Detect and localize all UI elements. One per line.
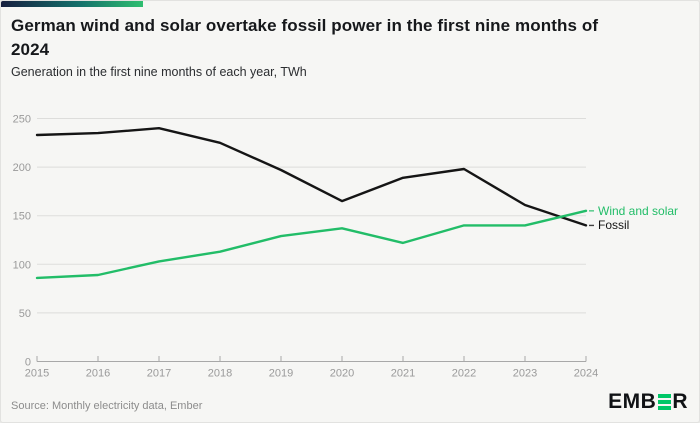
x-tick-label: 2024	[574, 368, 598, 380]
series-line-fossil	[35, 126, 588, 227]
brand-gradient-bar	[1, 1, 143, 7]
ember-logo-e-icon	[657, 394, 671, 410]
chart-subtitle: Generation in the first nine months of e…	[11, 65, 307, 79]
x-tick-label: 2018	[208, 368, 232, 380]
ember-logo-suffix: R	[672, 390, 688, 413]
legend-label-wind-and-solar: Wind and solar	[598, 203, 679, 218]
y-tick-label: 50	[19, 308, 31, 320]
x-tick-label: 2022	[452, 368, 476, 380]
x-tick-label: 2023	[513, 368, 537, 380]
page-title-line1: German wind and solar overtake fossil po…	[11, 16, 599, 35]
x-tick-label: 2016	[86, 368, 110, 380]
source-note: Source: Monthly electricity data, Ember	[11, 400, 203, 412]
page-title: German wind and solar overtake fossil po…	[11, 14, 691, 62]
series-line-wind-and-solar	[35, 209, 588, 280]
x-tick-label: 2021	[391, 368, 415, 380]
y-tick-label: 150	[13, 211, 31, 223]
x-tick-label: 2015	[25, 368, 49, 380]
legend-label-fossil: Fossil	[598, 218, 630, 233]
y-tick-label: 250	[13, 114, 31, 126]
ember-logo-prefix: EMB	[608, 390, 657, 413]
y-tick-label: 100	[13, 259, 31, 271]
page-title-line2: 2024	[11, 40, 50, 59]
x-tick-label: 2020	[330, 368, 354, 380]
x-tick-label: 2019	[269, 368, 293, 380]
y-tick-label: 0	[25, 357, 31, 369]
ember-logo: EMB R	[608, 391, 688, 413]
x-tick-label: 2017	[147, 368, 171, 380]
y-tick-label: 200	[13, 162, 31, 174]
